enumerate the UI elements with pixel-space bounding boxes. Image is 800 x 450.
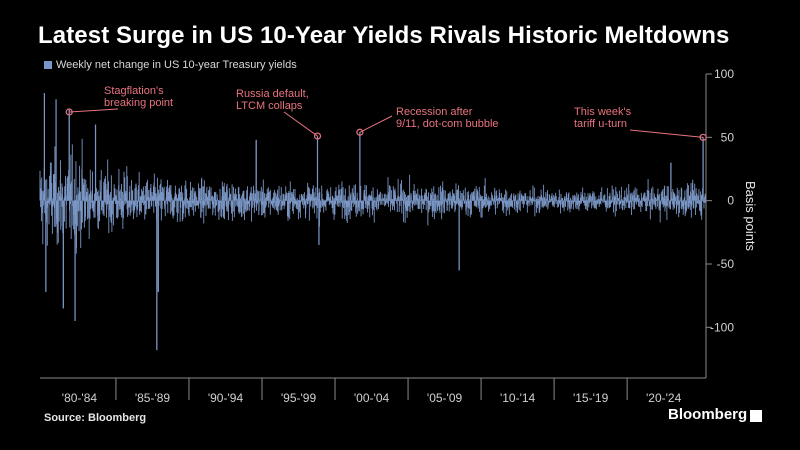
chart-title: Latest Surge in US 10-Year Yields Rivals… <box>38 22 730 49</box>
legend: Weekly net change in US 10-year Treasury… <box>44 59 297 71</box>
brand-logo: Bloomberg <box>668 406 763 423</box>
x-tick-label: '05-'09 <box>427 391 463 405</box>
x-tick-label: '85-'89 <box>135 391 171 405</box>
x-tick-label: '15-'19 <box>573 391 609 405</box>
x-tick-label: '10-'14 <box>500 391 536 405</box>
annotation-label: 9/11, dot-com bubble <box>396 118 499 130</box>
annotation-leader <box>69 108 119 113</box>
y-tick-label: 100 <box>714 67 734 81</box>
annotation-label: Russia default, <box>236 88 309 100</box>
annotation-label: Stagflation's <box>104 85 164 97</box>
annotation-label: LTCM collaps <box>236 100 303 112</box>
x-tick-label: '95-'99 <box>281 391 317 405</box>
annotation-label: Recession after <box>396 106 473 118</box>
annotation-marker <box>313 132 322 140</box>
annotation-label: tariff u-turn <box>574 118 627 130</box>
annotation-marker <box>699 133 707 141</box>
bar-series <box>39 93 707 351</box>
legend-swatch <box>44 61 52 69</box>
annotation-leader <box>359 115 393 133</box>
annotation-marker <box>356 128 364 136</box>
y-axis-title: Basis points <box>743 181 758 252</box>
annotation-label: breaking point <box>104 97 173 109</box>
x-tick-label: '20-'24 <box>646 391 682 405</box>
x-tick-label: '00-'04 <box>354 391 390 405</box>
x-axis: '80-'84 '85-'89 '90-'94 '95-'99 '00-'04 '05-'… <box>40 377 706 405</box>
x-tick-label: '80-'84 <box>62 391 98 405</box>
y-tick-label: -100 <box>710 320 734 334</box>
annotation-leader <box>283 111 318 137</box>
brand-icon <box>750 409 763 422</box>
y-tick-label: -50 <box>717 257 735 271</box>
annotation-marker <box>65 108 73 116</box>
annotation-label: This week's <box>574 106 632 118</box>
annotation-leader <box>629 129 704 138</box>
y-axis: 100 50 0 -50 -100 Basis points <box>705 67 758 378</box>
y-tick-label: 0 <box>727 194 734 208</box>
y-tick-label: 50 <box>721 130 735 144</box>
source-note: Source: Bloomberg <box>44 412 147 424</box>
brand-name: Bloomberg <box>668 406 748 423</box>
legend-label: Weekly net change in US 10-year Treasury… <box>56 59 297 71</box>
x-tick-label: '90-'94 <box>208 391 244 405</box>
